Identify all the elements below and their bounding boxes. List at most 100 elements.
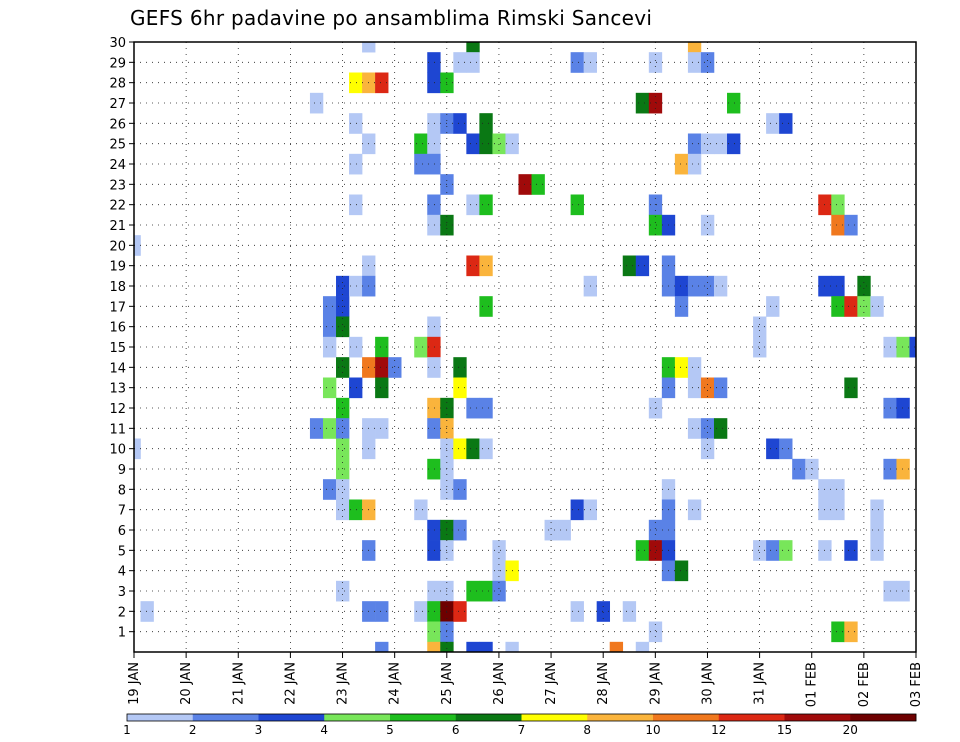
legend-label: 4 [320, 723, 328, 737]
y-tick-label: 1 [118, 626, 126, 641]
heatmap-cell [687, 357, 702, 378]
y-tick-label: 7 [118, 504, 126, 519]
heatmap-cell [831, 214, 845, 236]
heatmap-cell [466, 52, 480, 73]
y-tick-label: 4 [118, 565, 126, 580]
legend-label: 12 [711, 723, 726, 737]
legend-swatch [127, 714, 194, 721]
heatmap-cell [414, 499, 428, 521]
heatmap-cell [336, 357, 350, 378]
heatmap-cell [492, 580, 506, 602]
heatmap-cell [375, 336, 389, 358]
heatmap-cell [531, 174, 545, 195]
y-tick-label: 15 [109, 341, 126, 356]
legend-frame [126, 713, 917, 722]
heatmap-cell [427, 621, 441, 643]
y-tick-label: 13 [109, 382, 126, 397]
heatmap-cell [896, 397, 910, 419]
heatmap-cell [544, 519, 558, 541]
heatmap-cell [844, 296, 858, 317]
heatmap-cell [322, 336, 337, 358]
heatmap-cell [766, 540, 780, 561]
heatmap-cell [831, 621, 845, 643]
heatmap-cell [648, 92, 663, 114]
legend-swatch [587, 714, 654, 721]
y-tick-label: 21 [109, 219, 126, 234]
heatmap-cell [336, 275, 350, 297]
heatmap-cell [466, 641, 480, 653]
heatmap-cells [134, 42, 917, 653]
y-tick-label: 18 [109, 280, 126, 295]
legend-label: 5 [386, 723, 394, 737]
heatmap-cell [349, 194, 363, 216]
heatmap-cell [479, 194, 493, 216]
x-tick-label: 29 JAN [648, 662, 663, 705]
heatmap-cell [779, 438, 793, 460]
x-tick-label: 19 JAN [127, 662, 142, 705]
heatmap-cell [336, 438, 350, 460]
heatmap-cell [674, 357, 689, 378]
heatmap-cell [466, 438, 480, 460]
heatmap-cell [844, 540, 858, 561]
heatmap-cell [570, 601, 584, 622]
y-tick-label: 6 [118, 524, 126, 539]
heatmap-cell [635, 92, 650, 114]
heatmap-cell [427, 194, 441, 216]
x-tick-label: 02 FEB [857, 662, 872, 707]
x-tick-label: 25 JAN [440, 662, 455, 705]
legend-swatch [850, 714, 917, 721]
y-tick-label: 12 [109, 402, 126, 417]
heatmap-cell [427, 72, 441, 94]
heatmap-cell [414, 336, 428, 358]
heatmap-cell [134, 235, 141, 256]
heatmap-cell [427, 601, 441, 622]
x-tick-label: 24 JAN [388, 662, 403, 705]
heatmap-cell [518, 174, 532, 195]
heatmap-cell [479, 113, 493, 134]
heatmap-cell [713, 377, 728, 399]
heatmap-cell [414, 133, 428, 155]
heatmap-cell [570, 52, 584, 73]
heatmap-cell [492, 540, 506, 561]
x-tick-label: 20 JAN [179, 662, 194, 705]
heatmap-cell [336, 458, 350, 480]
heatmap-cell [648, 540, 663, 561]
legend-label: 2 [189, 723, 197, 737]
heatmap-cell [687, 52, 702, 73]
y-tick-label: 28 [109, 77, 126, 92]
heatmap-cell [349, 336, 363, 358]
heatmap-cell [427, 113, 441, 134]
heatmap-cell [570, 499, 584, 521]
y-tick-label: 16 [109, 321, 126, 336]
heatmap-cell [336, 316, 350, 338]
heatmap-cell [570, 194, 584, 216]
heatmap-cell [648, 519, 663, 541]
heatmap-cell [322, 418, 337, 439]
heatmap-cell [336, 580, 350, 602]
heatmap-cell [427, 214, 441, 236]
heatmap-cell [609, 641, 624, 653]
heatmap-cell [648, 52, 663, 73]
heatmap-cell [427, 458, 441, 480]
heatmap-cell [700, 133, 715, 155]
heatmap-cell [700, 275, 715, 297]
y-axis-ticks: 1234567891011121314151617181920212223242… [109, 36, 134, 641]
heatmap-cell [727, 133, 741, 155]
x-axis-ticks: 19 JAN 20 JAN 21 JAN 22 JAN 23 JAN 24 JAN 25 J… [127, 652, 924, 707]
heatmap-cell [349, 275, 363, 297]
heatmap-cell [648, 621, 663, 643]
heatmap-cell [427, 519, 441, 541]
heatmap-cell [453, 519, 467, 541]
y-tick-label: 2 [118, 605, 126, 620]
heatmap-cell [375, 641, 389, 653]
heatmap-cell [427, 540, 441, 561]
heatmap-cell [427, 153, 441, 175]
heatmap-cell [831, 296, 845, 317]
heatmap-cell [700, 52, 715, 73]
legend-label: 7 [518, 723, 526, 737]
heatmap-cell [687, 133, 702, 155]
heatmap-cell [466, 42, 480, 53]
heatmap-cell [440, 641, 454, 653]
heatmap-cell [909, 336, 917, 358]
